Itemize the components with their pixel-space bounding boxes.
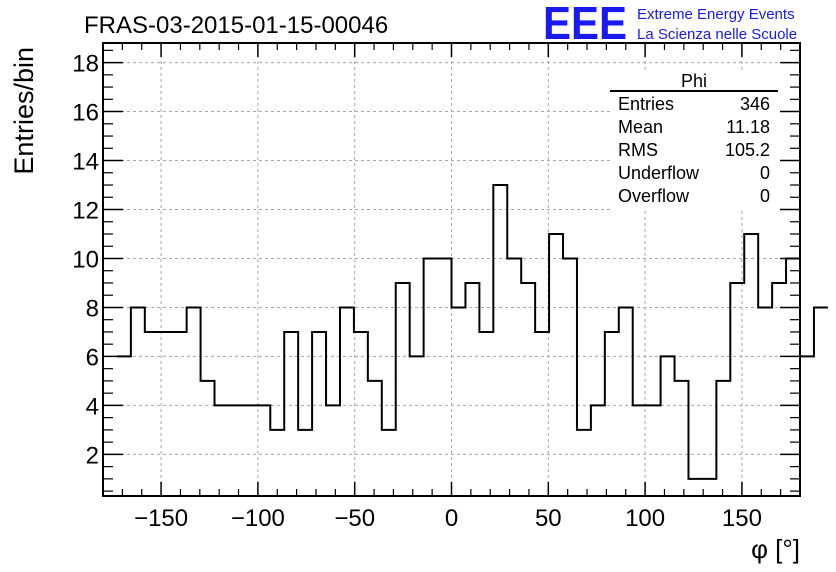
logo-line-2: La Scienza nelle Scuole: [637, 26, 797, 43]
x-tick-labels: −150 −100 −50 0 50 100 150: [134, 505, 762, 532]
y-tick-label: 16: [72, 100, 99, 127]
y-axis-label: Entries/bin: [9, 47, 39, 175]
stats-box-background: [610, 70, 778, 210]
stats-label-rms: RMS: [618, 140, 658, 160]
y-tick-label: 18: [72, 51, 99, 78]
y-tick-label: 8: [86, 295, 99, 322]
axis-ticks: [103, 43, 800, 496]
y-tick-label: 14: [72, 149, 99, 176]
x-tick-label: 0: [445, 505, 458, 532]
y-tick-label: 2: [86, 442, 99, 469]
stats-box-title: Phi: [681, 71, 707, 91]
stats-label-entries: Entries: [618, 94, 674, 114]
stats-label-mean: Mean: [618, 117, 663, 137]
x-tick-label: −100: [231, 505, 285, 532]
logo: EEE Extreme Energy Events La Scienza nel…: [543, 0, 797, 49]
y-tick-labels: 2 4 6 8 10 12 14 16 18: [72, 51, 99, 470]
chart-title: FRAS-03-2015-01-15-00046: [84, 12, 388, 39]
logo-mark: EEE: [543, 0, 627, 49]
stats-label-overflow: Overflow: [618, 186, 690, 206]
logo-line-1: Extreme Energy Events: [637, 6, 795, 23]
stats-value-entries: 346: [740, 94, 770, 114]
stats-value-mean: 11.18: [726, 117, 770, 137]
x-axis-label: φ [°]: [751, 534, 800, 564]
histogram-line: [116, 184, 828, 480]
y-tick-label: 4: [86, 393, 99, 420]
stats-value-overflow: 0: [760, 186, 770, 206]
stats-box: Phi Entries 346 Mean 11.18 RMS 105.2 Und…: [610, 70, 778, 210]
y-tick-label: 6: [86, 344, 99, 371]
stats-value-rms: 105.2: [725, 140, 770, 160]
x-tick-label: 50: [535, 505, 562, 532]
y-tick-label: 12: [72, 198, 99, 225]
x-tick-label: −50: [334, 505, 375, 532]
stats-label-underflow: Underflow: [618, 163, 700, 183]
y-tick-label: 10: [72, 246, 99, 273]
x-tick-label: 150: [722, 505, 762, 532]
x-tick-label: 100: [625, 505, 665, 532]
stats-value-underflow: 0: [760, 163, 770, 183]
x-tick-label: −150: [134, 505, 188, 532]
